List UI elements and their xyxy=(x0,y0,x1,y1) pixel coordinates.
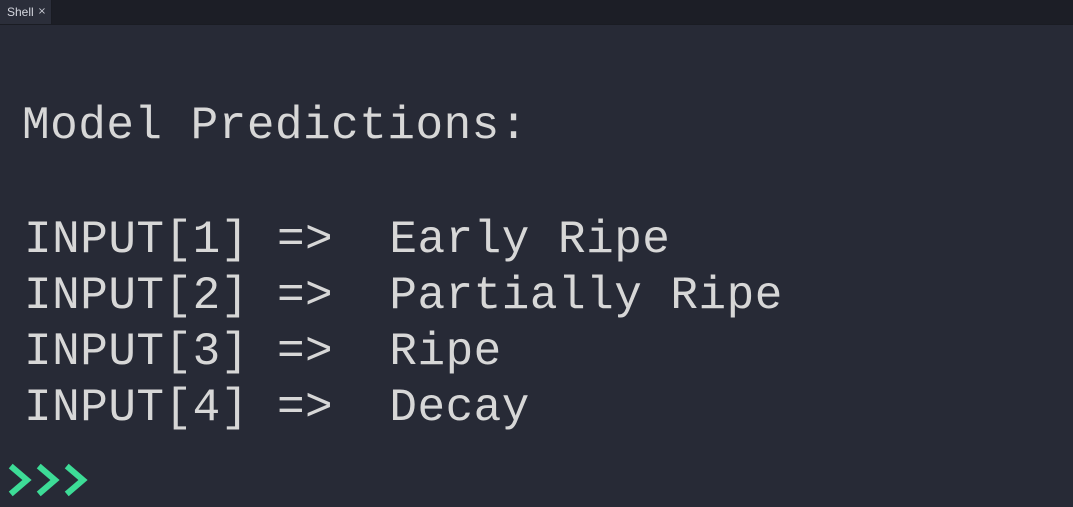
output-line: INPUT[4] => Decay xyxy=(24,382,530,434)
prompt-chevrons-icon xyxy=(8,462,98,498)
output-line: INPUT[1] => Early Ripe xyxy=(24,214,671,266)
output-line: INPUT[3] => Ripe xyxy=(24,326,502,378)
tab-bar: Shell × xyxy=(0,0,1073,25)
output-line: INPUT[2] => Partially Ripe xyxy=(24,270,783,322)
tab-shell[interactable]: Shell × xyxy=(0,0,52,24)
shell-output[interactable]: Model Predictions: INPUT[1] => Early Rip… xyxy=(0,25,1073,507)
tab-label: Shell xyxy=(7,5,34,19)
close-icon[interactable]: × xyxy=(37,6,47,17)
output-heading: Model Predictions: xyxy=(22,100,528,152)
